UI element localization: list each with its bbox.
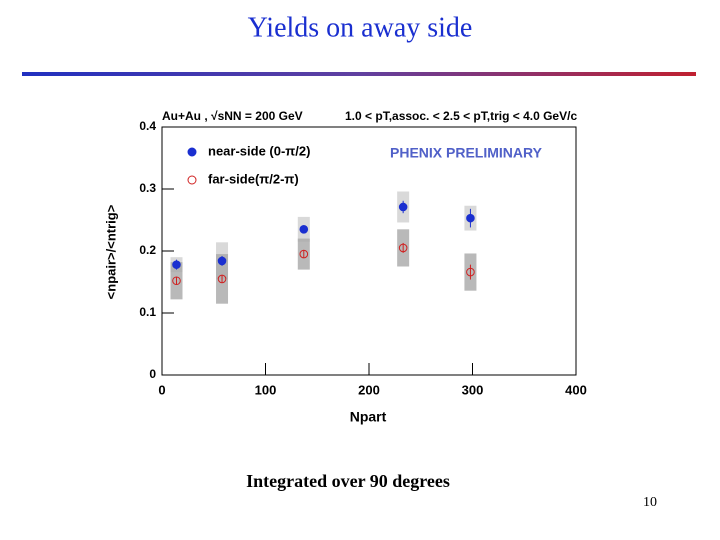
x-tick-label: 200 xyxy=(358,382,380,397)
x-axis-label: Npart xyxy=(350,409,387,425)
annotation: 1.0 < pT,assoc. < 2.5 < pT,trig < 4.0 Ge… xyxy=(345,109,577,123)
y-tick-label: 0.3 xyxy=(139,181,156,195)
data-point xyxy=(172,276,181,286)
y-axis-label: <npair>/<ntrig> xyxy=(103,204,118,299)
legend-label: near-side (0-π/2) xyxy=(208,143,310,158)
data-point xyxy=(172,260,181,269)
legend-marker xyxy=(187,175,197,185)
data-point xyxy=(466,267,475,277)
x-tick-label: 300 xyxy=(462,382,484,397)
y-tick-label: 0.2 xyxy=(139,243,156,257)
caption: Integrated over 90 degrees xyxy=(246,471,450,491)
data-point xyxy=(299,225,309,234)
data-point xyxy=(398,243,408,253)
y-tick-label: 0.4 xyxy=(139,119,156,133)
title-rule xyxy=(22,72,696,76)
legend-label: far-side(π/2-π) xyxy=(208,171,299,186)
data-point xyxy=(398,202,408,212)
x-tick-label: 0 xyxy=(158,382,165,397)
data-point xyxy=(217,256,227,266)
y-tick-label: 0 xyxy=(149,367,156,381)
data-point xyxy=(217,274,227,284)
legend-marker xyxy=(187,147,197,157)
data-point xyxy=(299,249,309,259)
page-number: 10 xyxy=(643,495,657,510)
data-point xyxy=(466,213,475,223)
annotation: PHENIX PRELIMINARY xyxy=(390,145,543,161)
x-tick-label: 400 xyxy=(565,382,587,397)
x-tick-label: 100 xyxy=(255,382,277,397)
slide-title: Yields on away side xyxy=(248,12,473,43)
annotation: Au+Au , √sNN = 200 GeV xyxy=(162,109,303,123)
y-tick-label: 0.1 xyxy=(139,305,156,319)
